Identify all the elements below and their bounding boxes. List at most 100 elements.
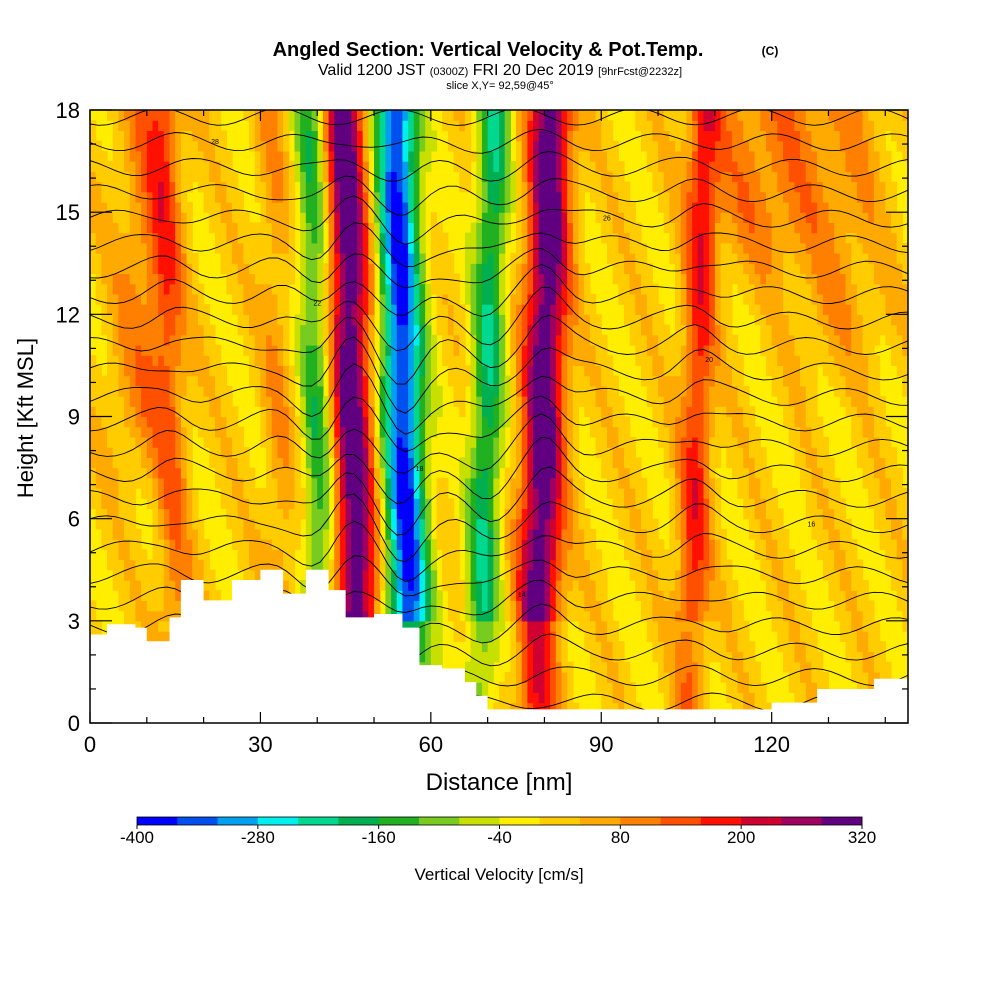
field-cell	[413, 324, 421, 336]
field-cell	[453, 631, 460, 642]
field-cell	[294, 488, 301, 499]
field-cell	[527, 447, 534, 458]
field-cell	[686, 651, 693, 663]
field-cell	[527, 416, 534, 428]
field-cell	[436, 498, 443, 510]
field-cell	[589, 661, 597, 673]
field-cell	[271, 365, 279, 377]
field-cell	[811, 508, 818, 520]
field-cell	[243, 559, 250, 571]
field-cell	[266, 304, 273, 315]
field-cell	[692, 375, 699, 387]
field-cell	[158, 406, 165, 418]
field-cell	[703, 355, 710, 367]
field-cell	[146, 457, 154, 469]
field-cell	[493, 610, 500, 622]
field-cell	[828, 539, 835, 550]
field-cell	[618, 426, 625, 438]
field-cell	[663, 559, 671, 571]
field-cell	[425, 579, 432, 591]
field-cell	[527, 334, 534, 346]
field-cell	[442, 314, 449, 326]
field-cell	[305, 365, 313, 377]
field-cell	[828, 365, 835, 377]
field-cell	[601, 692, 608, 704]
field-cell	[339, 293, 347, 305]
field-cell	[652, 283, 659, 295]
field-cell	[186, 426, 193, 438]
field-cell	[618, 293, 625, 305]
field-cell	[754, 304, 761, 315]
field-cell	[828, 498, 835, 510]
field-cell	[720, 334, 727, 346]
field-cell	[646, 590, 653, 601]
field-cell	[538, 334, 546, 346]
field-cell	[641, 528, 648, 540]
field-cell	[254, 375, 262, 387]
field-cell	[868, 416, 875, 428]
field-cell	[362, 416, 369, 428]
field-cell	[765, 579, 773, 591]
field-cell	[413, 528, 421, 540]
field-cell	[697, 324, 705, 336]
field-cell	[658, 569, 665, 581]
field-cell	[623, 498, 631, 510]
field-cell	[470, 549, 477, 561]
field-cell	[714, 528, 722, 540]
field-cell	[470, 600, 477, 612]
field-cell	[697, 518, 705, 530]
field-cell	[544, 651, 551, 663]
field-cell	[317, 283, 324, 295]
field-cell	[430, 273, 438, 285]
field-cell	[118, 416, 125, 428]
field-cell	[209, 590, 216, 601]
field-cell	[413, 365, 421, 377]
field-cell	[129, 559, 137, 571]
field-cell	[430, 539, 438, 550]
field-cell	[260, 324, 267, 336]
field-cell	[226, 263, 233, 275]
field-cell	[277, 304, 284, 315]
field-cell	[356, 508, 364, 520]
field-cell	[658, 304, 665, 315]
field-cell	[822, 508, 830, 520]
field-cell	[538, 539, 546, 550]
field-cell	[317, 273, 324, 285]
field-cell	[896, 549, 903, 561]
field-cell	[243, 528, 250, 540]
field-cell	[481, 375, 489, 387]
field-cell	[356, 314, 364, 326]
field-cell	[714, 314, 722, 326]
field-cell	[544, 569, 551, 581]
field-cell	[851, 334, 858, 346]
field-cell	[197, 365, 205, 377]
field-cell	[641, 610, 648, 622]
field-cell	[141, 447, 148, 458]
field-cell	[112, 477, 120, 489]
field-cell	[544, 283, 551, 295]
field-cell	[493, 508, 500, 520]
field-cell	[584, 631, 591, 642]
field-cell	[544, 375, 551, 387]
field-cell	[743, 651, 750, 663]
field-cell	[828, 559, 835, 571]
field-cell	[391, 406, 398, 418]
field-cell	[362, 273, 369, 285]
field-cell	[516, 304, 523, 315]
field-cell	[419, 508, 426, 520]
field-cell	[464, 498, 472, 510]
field-cell	[726, 559, 733, 571]
field-cell	[368, 539, 375, 550]
field-cell	[362, 355, 369, 367]
field-cell	[714, 416, 722, 428]
field-cell	[635, 324, 642, 336]
field-cell	[703, 569, 710, 581]
field-cell	[663, 324, 671, 336]
field-cell	[771, 283, 778, 295]
field-cell	[544, 549, 551, 561]
field-cell	[209, 344, 216, 356]
field-cell	[623, 416, 631, 428]
field-cell	[731, 590, 739, 601]
field-cell	[561, 314, 568, 326]
field-cell	[521, 620, 529, 632]
